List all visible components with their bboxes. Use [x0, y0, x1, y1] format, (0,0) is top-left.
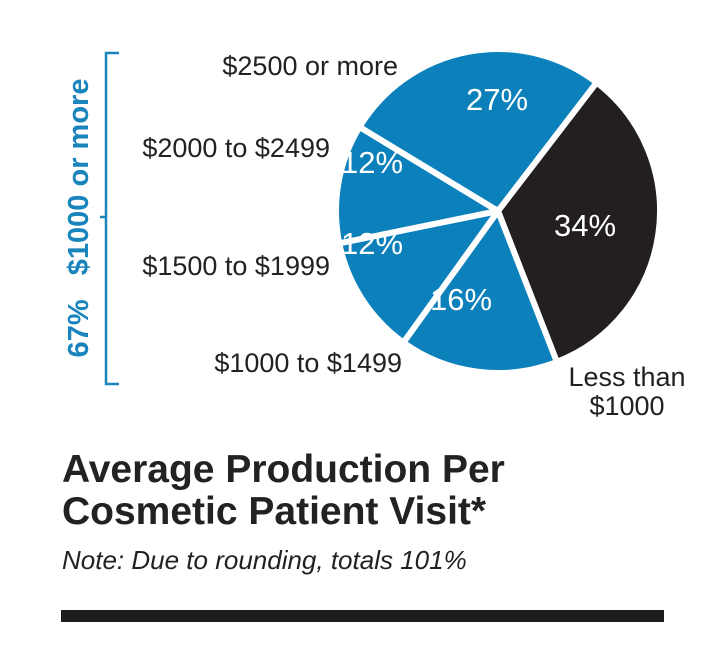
pie-slice-4	[356, 46, 600, 214]
rounding-note: Note: Due to rounding, totals 101%	[62, 545, 467, 575]
pie-value-labels: 34% 16% 12% 12% 27%	[341, 82, 616, 317]
pie-value-label-4: 27%	[466, 82, 528, 117]
bracket-67-percent: 67% $1000 or more	[63, 51, 119, 386]
category-label-4: $2500 or more	[222, 51, 398, 81]
pie-value-label-0: 34%	[554, 208, 616, 243]
bracket-label: 67% $1000 or more	[63, 79, 95, 358]
bottom-rule	[61, 610, 664, 622]
category-label-3: $2000 to $2499	[142, 133, 330, 163]
pie-value-label-2: 12%	[341, 226, 403, 261]
pie-value-label-3: 12%	[341, 145, 403, 180]
pie-slice-2	[336, 208, 501, 346]
chart-title: Average Production Per Cosmetic Patient …	[62, 449, 505, 533]
category-labels: Less than $1000 $1000 to $1499 $1500 to $19…	[142, 51, 685, 421]
category-label-2: $1500 to $1999	[142, 251, 330, 281]
category-label-0: Less than $1000	[568, 362, 685, 421]
pie-chart: 34% 16% 12% 12% 27% Less than $1000 $1000 to $…	[63, 46, 686, 421]
pie-slices	[333, 46, 663, 376]
pie-slice-3	[333, 123, 501, 247]
chart-title-line-1: Average Production Per	[62, 448, 505, 491]
pie-slice-1	[400, 208, 560, 376]
bracket-line	[100, 51, 119, 386]
chart-title-line-2: Cosmetic Patient Visit*	[62, 490, 487, 533]
pie-value-label-1: 16%	[430, 282, 492, 317]
pie-slice-0	[495, 79, 663, 365]
category-label-1: $1000 to $1499	[214, 348, 402, 378]
